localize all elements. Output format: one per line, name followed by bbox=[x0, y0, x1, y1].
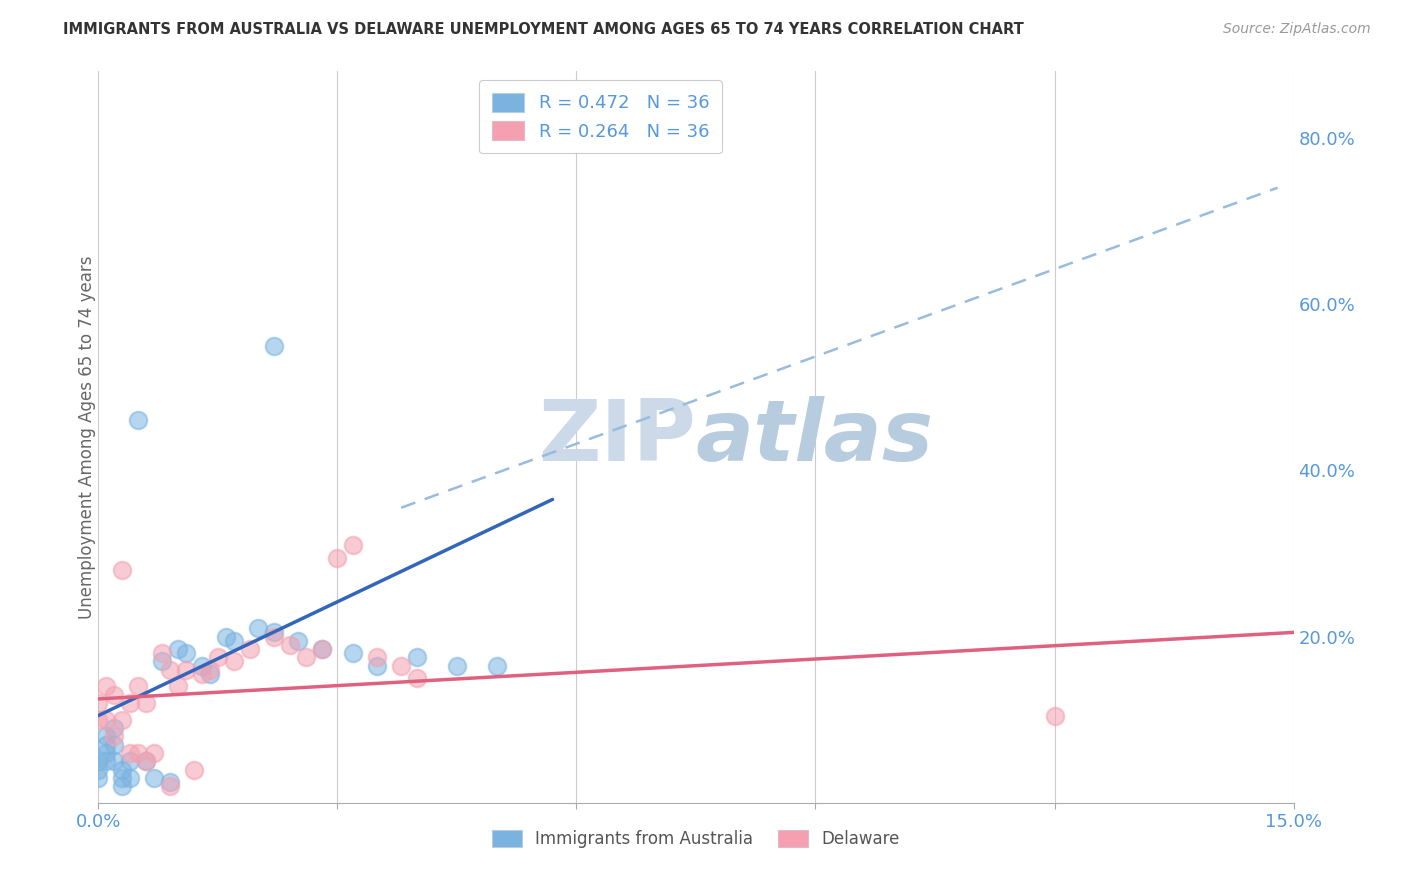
Point bbox=[159, 775, 181, 789]
Text: IMMIGRANTS FROM AUSTRALIA VS DELAWARE UNEMPLOYMENT AMONG AGES 65 TO 74 YEARS COR: IMMIGRANTS FROM AUSTRALIA VS DELAWARE UN… bbox=[63, 22, 1024, 37]
Point bbox=[167, 642, 190, 657]
Point bbox=[342, 538, 364, 552]
Point bbox=[103, 721, 125, 735]
Point bbox=[174, 646, 197, 660]
Point bbox=[135, 754, 157, 768]
Point bbox=[207, 650, 229, 665]
Point bbox=[159, 663, 181, 677]
Legend: Immigrants from Australia, Delaware: Immigrants from Australia, Delaware bbox=[484, 822, 908, 856]
Point bbox=[287, 633, 309, 648]
Point bbox=[87, 696, 110, 710]
Y-axis label: Unemployment Among Ages 65 to 74 years: Unemployment Among Ages 65 to 74 years bbox=[79, 255, 96, 619]
Point bbox=[96, 713, 118, 727]
Point bbox=[366, 658, 388, 673]
Point bbox=[311, 642, 333, 657]
Point bbox=[183, 763, 205, 777]
Point bbox=[96, 754, 118, 768]
Text: Source: ZipAtlas.com: Source: ZipAtlas.com bbox=[1223, 22, 1371, 37]
Point bbox=[127, 746, 149, 760]
Point bbox=[150, 655, 173, 669]
Point bbox=[294, 650, 316, 665]
Point bbox=[239, 642, 262, 657]
Point bbox=[111, 763, 134, 777]
Point bbox=[111, 771, 134, 785]
Point bbox=[87, 771, 110, 785]
Text: ZIP: ZIP bbox=[538, 395, 696, 479]
Point bbox=[96, 738, 118, 752]
Point bbox=[96, 729, 118, 743]
Point bbox=[1043, 708, 1066, 723]
Point bbox=[311, 642, 333, 657]
Point bbox=[143, 746, 166, 760]
Point bbox=[120, 771, 142, 785]
Point bbox=[135, 754, 157, 768]
Point bbox=[485, 658, 508, 673]
Point bbox=[406, 671, 429, 685]
Point bbox=[222, 655, 245, 669]
Point bbox=[87, 754, 110, 768]
Point bbox=[127, 680, 149, 694]
Point bbox=[446, 658, 468, 673]
Text: atlas: atlas bbox=[696, 395, 934, 479]
Point bbox=[135, 696, 157, 710]
Point bbox=[159, 779, 181, 793]
Point bbox=[111, 779, 134, 793]
Point bbox=[103, 754, 125, 768]
Point bbox=[198, 663, 221, 677]
Point bbox=[103, 729, 125, 743]
Point bbox=[263, 338, 285, 352]
Point bbox=[191, 667, 214, 681]
Point bbox=[87, 713, 110, 727]
Point bbox=[326, 550, 349, 565]
Point bbox=[263, 630, 285, 644]
Point bbox=[198, 667, 221, 681]
Point bbox=[96, 746, 118, 760]
Point bbox=[103, 738, 125, 752]
Point bbox=[111, 563, 134, 577]
Point bbox=[246, 621, 269, 635]
Point bbox=[111, 713, 134, 727]
Point bbox=[263, 625, 285, 640]
Point bbox=[167, 680, 190, 694]
Point bbox=[222, 633, 245, 648]
Point bbox=[120, 746, 142, 760]
Point bbox=[120, 754, 142, 768]
Point bbox=[389, 658, 412, 673]
Point bbox=[127, 413, 149, 427]
Point bbox=[96, 680, 118, 694]
Point bbox=[143, 771, 166, 785]
Point bbox=[150, 646, 173, 660]
Point bbox=[191, 658, 214, 673]
Point bbox=[342, 646, 364, 660]
Point bbox=[174, 663, 197, 677]
Point bbox=[406, 650, 429, 665]
Point bbox=[278, 638, 301, 652]
Point bbox=[103, 688, 125, 702]
Point bbox=[366, 650, 388, 665]
Point bbox=[87, 763, 110, 777]
Point bbox=[120, 696, 142, 710]
Point bbox=[215, 630, 238, 644]
